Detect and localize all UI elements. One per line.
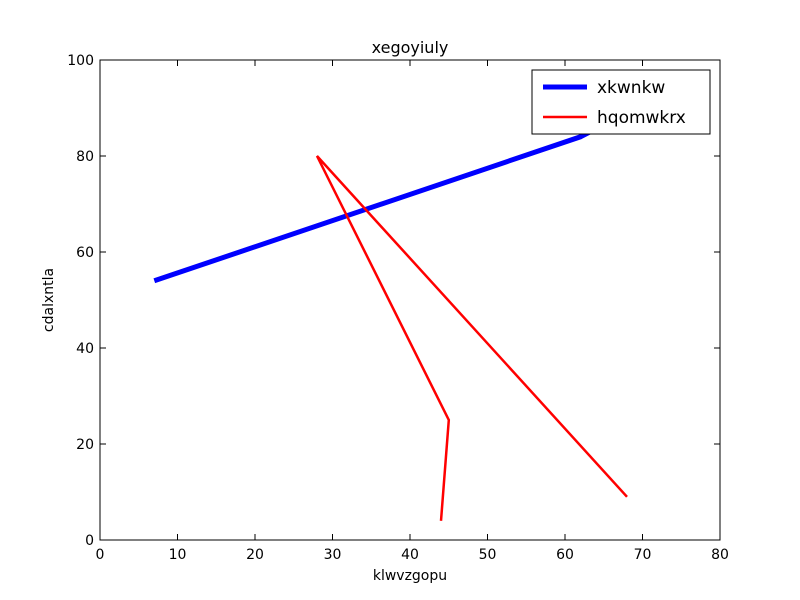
y-tick-label: 20 xyxy=(76,437,94,453)
x-tick-label: 40 xyxy=(401,547,419,563)
x-tick-label: 10 xyxy=(169,547,187,563)
x-tick-label: 60 xyxy=(556,547,574,563)
y-tick-label: 40 xyxy=(76,341,94,357)
x-tick-label: 80 xyxy=(711,547,729,563)
y-axis-label: cdalxntla xyxy=(41,268,57,332)
x-tick-label: 70 xyxy=(634,547,652,563)
y-tick-label: 0 xyxy=(85,533,94,549)
x-tick-label: 20 xyxy=(246,547,264,563)
y-tick-label: 80 xyxy=(76,149,94,165)
legend-box xyxy=(531,69,711,135)
ticks-layer: 0 10 20 30 40 50 60 70 80 0 20 40 60 80 100 xyxy=(67,53,729,563)
legend-label-xkwnkw: xkwnkw xyxy=(597,78,665,98)
x-tick-label: 30 xyxy=(324,547,342,563)
x-axis-label: klwvzgopu xyxy=(373,568,447,584)
y-tick-label: 60 xyxy=(76,245,94,261)
x-tick-label: 50 xyxy=(479,547,497,563)
y-tick-label: 100 xyxy=(67,53,94,69)
x-tick-label: 0 xyxy=(96,547,105,563)
legend: xkwnkw hqomwkrx xyxy=(531,69,711,135)
chart-title: xegoyiuly xyxy=(372,38,449,57)
legend-label-hqomwkrx: hqomwkrx xyxy=(597,108,686,128)
series-line-hqomwkrx xyxy=(315,155,628,521)
